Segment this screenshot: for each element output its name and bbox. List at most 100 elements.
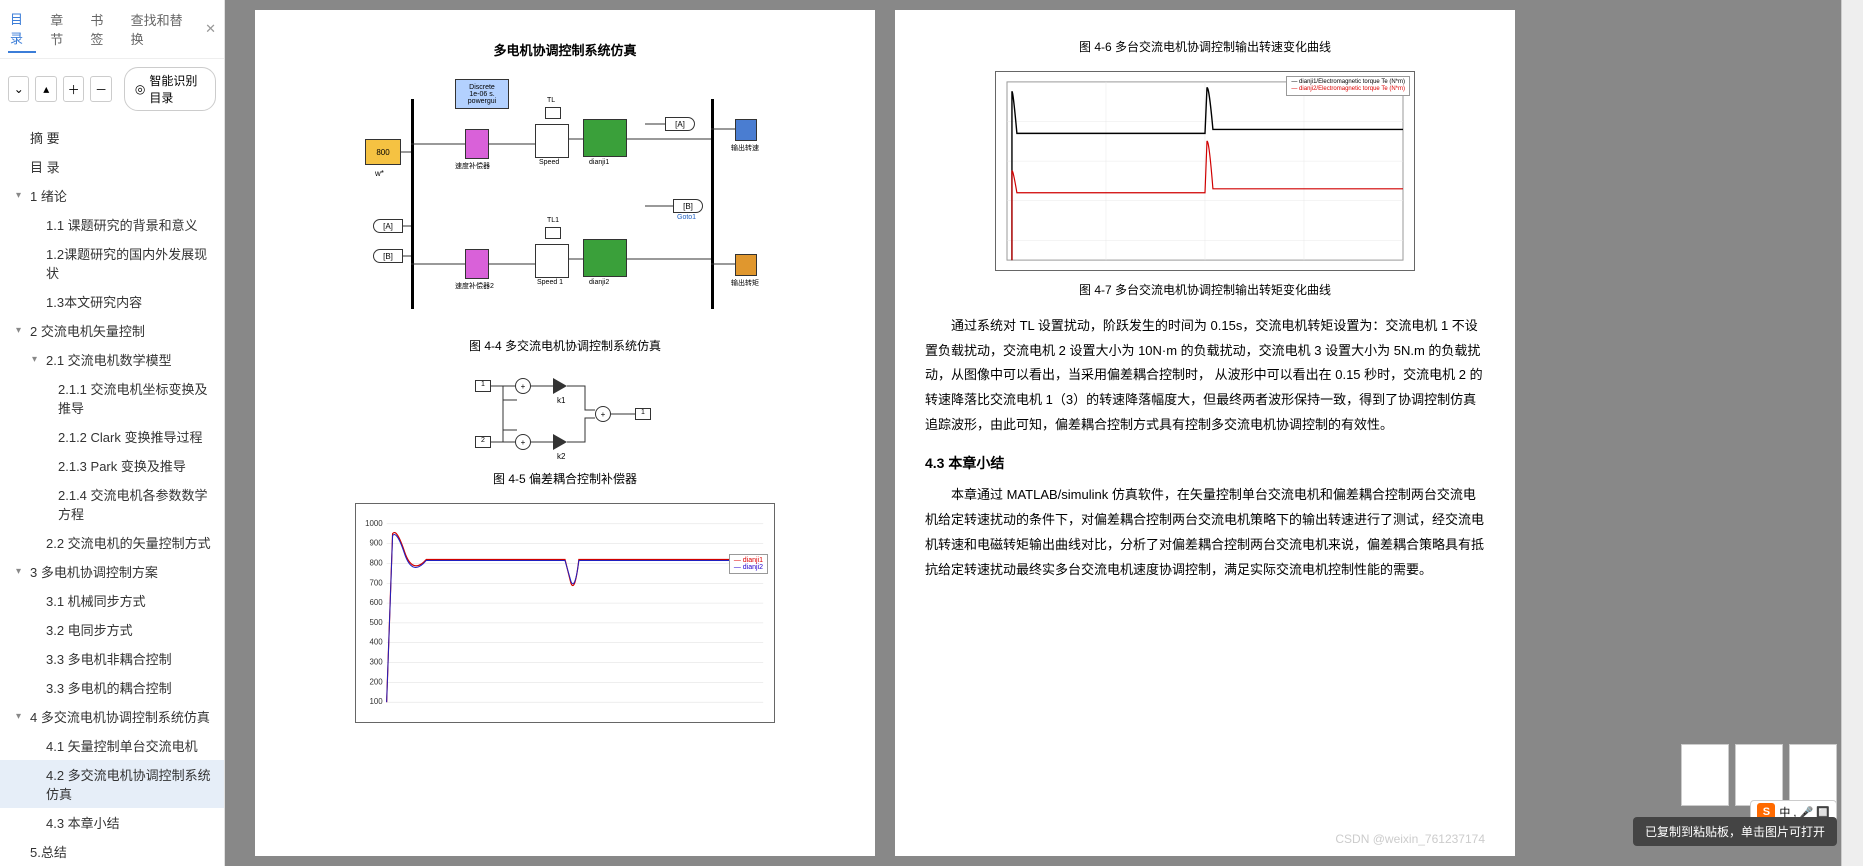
simulink-diagram: Discrete 1e-06 s. powergui 800 w* [A] [B… <box>355 69 775 329</box>
dianji1-block <box>583 119 627 157</box>
torque-chart: — dianji1/Electromagnetic torque Te (N*m… <box>995 71 1415 271</box>
svg-text:200: 200 <box>369 677 383 686</box>
toc-item-label: 1.2课题研究的国内外发展现状 <box>46 244 216 282</box>
toc-item[interactable]: 2.1.4 交流电机各参数数学方程 <box>0 480 224 528</box>
right-gutter <box>1841 0 1863 866</box>
toc-item-label: 1.3本文研究内容 <box>46 292 142 311</box>
scope2-block <box>735 254 757 276</box>
smart-toc-label: 智能识别目录 <box>149 72 205 106</box>
tag-a: [A] <box>373 219 403 233</box>
toc-item[interactable]: ▾4 多交流电机协调控制系统仿真 <box>0 702 224 731</box>
sidebar: 目录 章节 书签 查找和替换 ✕ ⌄ ▴ ＋ － ◎ 智能识别目录 摘 要目 录… <box>0 0 225 866</box>
caret-icon[interactable]: ▾ <box>16 325 28 336</box>
caret-icon[interactable]: ▾ <box>16 711 28 722</box>
toc-item-label: 3.3 多电机非耦合控制 <box>46 649 172 668</box>
toc-item-label: 4.3 本章小结 <box>46 813 120 832</box>
speed-label: Speed <box>539 159 559 166</box>
toc-item[interactable]: 2.2 交流电机的矢量控制方式 <box>0 528 224 557</box>
toc-item[interactable]: 4.3 本章小结 <box>0 808 224 837</box>
toc-item[interactable]: 3.3 多电机的耦合控制 <box>0 673 224 702</box>
close-icon[interactable]: ✕ <box>205 21 216 37</box>
wref-label: w* <box>375 169 384 178</box>
toc-item-label: 4.1 矢量控制单台交流电机 <box>46 736 198 755</box>
const-block: 800 <box>365 139 401 165</box>
svg-text:100: 100 <box>369 697 383 706</box>
in1: 1 <box>475 380 491 392</box>
toc-item-label: 3.1 机械同步方式 <box>46 591 146 610</box>
toc-item[interactable]: 4.1 矢量控制单台交流电机 <box>0 731 224 760</box>
smart-toc-btn[interactable]: ◎ 智能识别目录 <box>124 67 216 111</box>
zoom-in-btn[interactable]: ＋ <box>63 76 84 102</box>
toc-item[interactable]: 3.1 机械同步方式 <box>0 586 224 615</box>
goto-a: [A] <box>665 117 695 131</box>
toc-item-label: 4.2 多交流电机协调控制系统仿真 <box>46 765 216 803</box>
toc-item[interactable]: 2.1.2 Clark 变换推导过程 <box>0 422 224 451</box>
speed1-block <box>535 244 569 278</box>
scope1-block <box>735 119 757 141</box>
toc-item[interactable]: 1.2课题研究的国内外发展现状 <box>0 239 224 287</box>
tab-toc[interactable]: 目录 <box>8 5 36 53</box>
comp1-label: 速度补偿器 <box>455 161 490 171</box>
speed-block <box>535 124 569 158</box>
thumb-1[interactable] <box>1681 744 1729 806</box>
toc-item[interactable]: ▾1 绪论 <box>0 181 224 210</box>
zoom-out-btn[interactable]: － <box>90 76 111 102</box>
toc-item[interactable]: ▾2 交流电机矢量控制 <box>0 316 224 345</box>
caption-4-6: 图 4-6 多台交流电机协调控制输出转速变化曲线 <box>925 38 1485 55</box>
toc-item[interactable]: 3.2 电同步方式 <box>0 615 224 644</box>
caption-4-5: 图 4-5 偏差耦合控制补偿器 <box>285 470 845 487</box>
svg-text:1000: 1000 <box>365 519 383 528</box>
target-icon: ◎ <box>135 82 145 96</box>
tl-label: TL <box>547 97 555 104</box>
toc-item[interactable]: ▾2.1 交流电机数学模型 <box>0 345 224 374</box>
in2: 2 <box>475 436 491 448</box>
toc-item-label: 2.1.4 交流电机各参数数学方程 <box>58 485 216 523</box>
dropdown-btn[interactable]: ⌄ <box>8 76 29 102</box>
k1-label: k1 <box>557 396 565 405</box>
tl-block <box>545 107 561 119</box>
tab-chapters[interactable]: 章节 <box>48 6 76 52</box>
status-tip: 已复制到粘贴板，单击图片可打开 <box>1633 817 1837 846</box>
thumbnail-strip[interactable] <box>1681 744 1837 806</box>
caret-icon[interactable]: ▾ <box>32 354 44 365</box>
powergui-block: Discrete 1e-06 s. powergui <box>455 79 509 109</box>
collapse-btn[interactable]: ▴ <box>35 76 56 102</box>
toc-item-label: 2.2 交流电机的矢量控制方式 <box>46 533 211 552</box>
toc-item[interactable]: 2.1.1 交流电机坐标变换及推导 <box>0 374 224 422</box>
gain1 <box>553 378 567 394</box>
compensator-diagram: 1 2 + + k1 k2 + 1 <box>475 370 655 460</box>
caret-icon[interactable]: ▾ <box>16 566 28 577</box>
toc-toolbar: ⌄ ▴ ＋ － ◎ 智能识别目录 <box>0 59 224 119</box>
dianji1-label: dianji1 <box>589 159 609 166</box>
out1: 1 <box>635 408 651 420</box>
bus-right <box>711 99 714 309</box>
caret-icon[interactable]: ▾ <box>16 190 28 201</box>
toc-tree[interactable]: 摘 要目 录▾1 绪论1.1 课题研究的背景和意义 1.2课题研究的国内外发展现状… <box>0 119 224 866</box>
scope2-label: 输出转矩 <box>731 278 759 288</box>
para-1: 通过系统对 TL 设置扰动，阶跃发生的时间为 0.15s，交流电机转矩设置为：交… <box>925 314 1485 437</box>
toc-item[interactable]: ▾3 多电机协调控制方案 <box>0 557 224 586</box>
toc-item[interactable]: 1.3本文研究内容 <box>0 287 224 316</box>
toc-item[interactable]: 摘 要 <box>0 123 224 152</box>
toc-item[interactable]: 1.1 课题研究的背景和意义 <box>0 210 224 239</box>
toc-item[interactable]: 目 录 <box>0 152 224 181</box>
document-view[interactable]: 多电机协调控制系统仿真 Discrete 1e-06 s. powergui 8… <box>225 0 1863 866</box>
tab-findreplace[interactable]: 查找和替换 <box>129 6 193 52</box>
svg-text:900: 900 <box>369 539 383 548</box>
k2-label: k2 <box>557 452 565 461</box>
tl1-block <box>545 227 561 239</box>
toc-item[interactable]: 3.3 多电机非耦合控制 <box>0 644 224 673</box>
toc-item[interactable]: 5.总结 <box>0 837 224 866</box>
thumb-3[interactable] <box>1789 744 1837 806</box>
toc-item[interactable]: 2.1.3 Park 变换及推导 <box>0 451 224 480</box>
page-left: 多电机协调控制系统仿真 Discrete 1e-06 s. powergui 8… <box>255 10 875 856</box>
goto-b-sub: Goto1 <box>677 214 696 221</box>
tag-b: [B] <box>373 249 403 263</box>
toc-item[interactable]: 4.2 多交流电机协调控制系统仿真 <box>0 760 224 808</box>
dianji2-block <box>583 239 627 277</box>
tab-bookmarks[interactable]: 书签 <box>88 6 116 52</box>
toc-item-label: 摘 要 <box>30 128 60 147</box>
sum1: + <box>515 378 531 394</box>
thumb-2[interactable] <box>1735 744 1783 806</box>
toc-item-label: 2.1.3 Park 变换及推导 <box>58 456 186 475</box>
